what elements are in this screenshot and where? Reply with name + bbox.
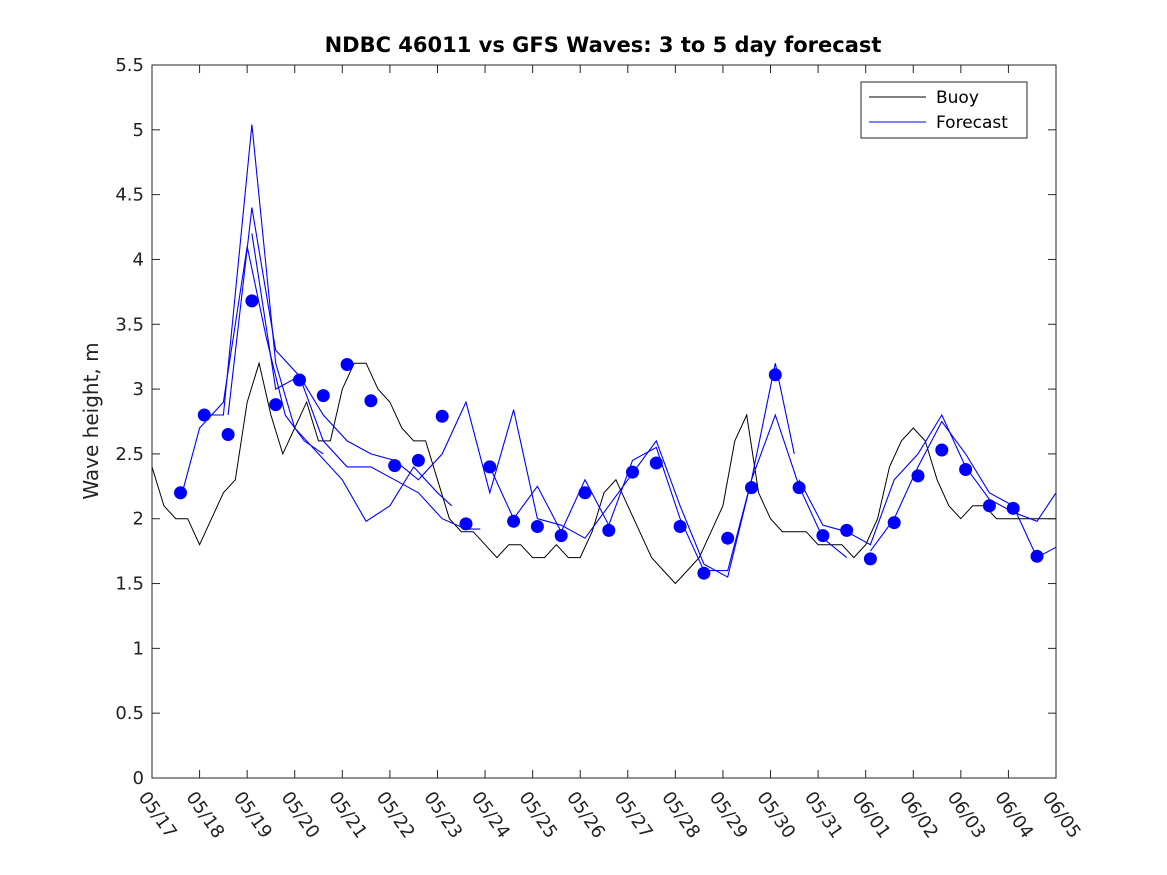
y-axis-label: Wave height, m (79, 342, 103, 499)
x-tick-label: 05/23 (419, 788, 466, 843)
forecast-point (507, 514, 521, 528)
plot-area (151, 124, 1057, 585)
forecast-point (840, 523, 854, 537)
forecast-point (792, 481, 806, 495)
y-tick-label: 4 (133, 249, 144, 270)
x-tick-label: 06/02 (895, 788, 942, 843)
forecast-point (316, 389, 330, 403)
x-tick-label: 06/01 (848, 788, 895, 843)
x-tick-label: 06/05 (1038, 788, 1085, 843)
x-tick-label: 05/27 (610, 788, 657, 843)
forecast-point (768, 368, 782, 382)
y-tick-label: 0 (133, 768, 144, 789)
forecast-run-line-1 (179, 246, 324, 500)
x-tick-label: 05/25 (515, 788, 562, 843)
forecast-point (816, 529, 830, 543)
legend-box (860, 81, 1028, 139)
forecast-run-line-2 (199, 124, 453, 523)
x-tick-label: 05/20 (277, 788, 324, 843)
y-tick-label: 1 (133, 638, 144, 659)
forecast-run-line-3 (227, 207, 481, 530)
x-tick-label: 05/19 (229, 788, 276, 843)
forecast-point (745, 481, 758, 495)
x-tick-label: 05/29 (705, 788, 752, 843)
x-tick-label: 06/03 (943, 788, 990, 843)
forecast-point (863, 552, 877, 566)
forecast-point (411, 453, 425, 467)
legend-label-buoy: Buoy (936, 88, 979, 108)
forecast-point (578, 486, 592, 500)
y-tick-label: 4.5 (115, 185, 144, 206)
y-tick-label: 1.5 (115, 574, 144, 595)
forecast-point (435, 409, 449, 423)
y-tick-label: 2 (133, 509, 144, 530)
legend-label-forecast: Forecast (936, 113, 1008, 133)
forecast-point (626, 465, 639, 479)
buoy-series-line (151, 361, 1056, 585)
x-tick-label: 06/04 (990, 788, 1037, 843)
forecast-point (530, 520, 544, 533)
x-tick-label: 05/30 (752, 788, 799, 843)
forecast-point (459, 517, 473, 531)
y-tick-label: 2.5 (115, 444, 144, 465)
forecast-point (1030, 549, 1044, 563)
forecast-point (269, 398, 283, 412)
forecast-point (697, 566, 711, 580)
y-axis: 0 0.5 1 1.5 2 2.5 3 3.5 4 4.5 5 5.5 (115, 55, 1056, 789)
forecast-point (673, 520, 687, 533)
y-tick-label: 0.5 (115, 703, 144, 724)
forecast-run-line-7 (798, 413, 1057, 546)
x-tick-label: 05/26 (562, 788, 609, 843)
forecast-point (649, 456, 663, 470)
x-tick-label: 05/31 (800, 788, 847, 843)
forecast-point (982, 499, 996, 513)
forecast-run-line-8 (869, 420, 1057, 559)
forecast-point (602, 523, 616, 537)
forecast-point (1006, 501, 1020, 515)
forecast-point (911, 469, 925, 483)
forecast-point (174, 486, 187, 500)
forecast-point (293, 373, 306, 387)
chart-title: NDBC 46011 vs GFS Waves: 3 to 5 day fore… (325, 33, 882, 57)
forecast-point (887, 516, 901, 530)
forecast-point (935, 443, 949, 457)
forecast-run-line-5 (489, 363, 795, 572)
x-tick-label: 05/24 (467, 788, 514, 843)
forecast-point (721, 531, 735, 545)
x-tick-label: 05/17 (134, 788, 181, 843)
y-tick-label: 3 (133, 379, 144, 400)
forecast-point (959, 463, 973, 476)
forecast-point (483, 460, 497, 474)
plot-frame (151, 64, 1057, 779)
forecast-point (221, 428, 235, 441)
x-tick-label: 05/18 (181, 788, 228, 843)
y-tick-label: 5 (133, 120, 144, 141)
y-tick-label: 3.5 (115, 314, 144, 335)
y-tick-label: 5.5 (115, 55, 144, 76)
forecast-point (554, 529, 568, 543)
x-tick-label: 05/21 (324, 788, 371, 843)
forecast-point (340, 358, 354, 371)
forecast-point (197, 408, 211, 422)
x-tick-label: 05/22 (372, 788, 419, 843)
x-tick-label: 05/28 (657, 788, 704, 843)
forecast-point (388, 459, 402, 473)
legend: Buoy Forecast (860, 81, 1028, 139)
forecast-point (364, 394, 378, 408)
forecast-point (245, 294, 259, 308)
forecast-run-line-6 (537, 413, 848, 578)
